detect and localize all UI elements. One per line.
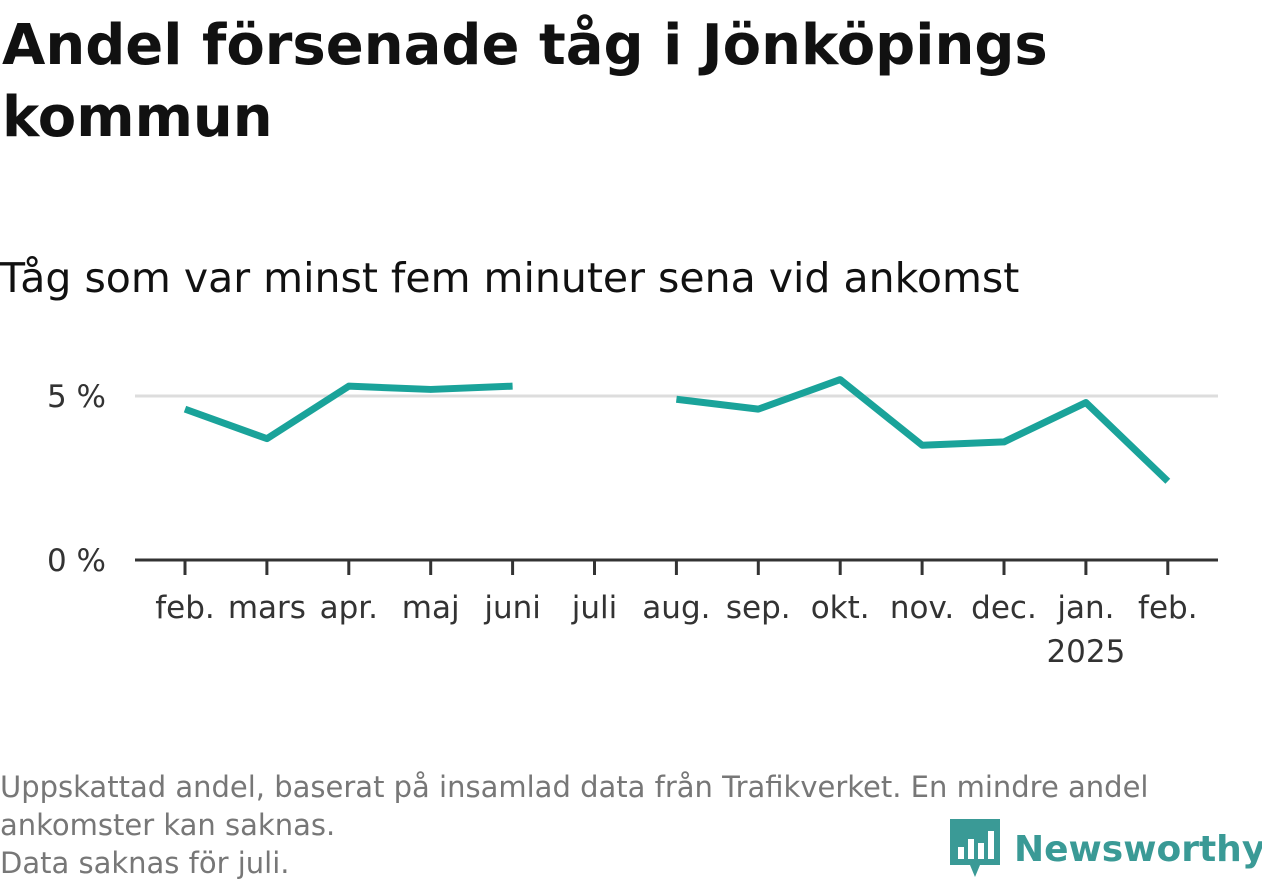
- x-tick-label: nov.: [890, 590, 954, 626]
- chart-title: Andel försenade tåg i Jönköpings kommun: [2, 10, 1202, 154]
- x-tick-label: apr.: [320, 590, 378, 626]
- x-tick-label: maj: [402, 590, 460, 626]
- y-tick-label: 0 %: [47, 543, 106, 579]
- y-tick-label: 5 %: [47, 379, 106, 415]
- x-tick-label: aug.: [642, 590, 710, 626]
- x-tick-label: feb.: [1138, 590, 1198, 626]
- x-tick-label: jan.: [1056, 590, 1114, 626]
- x-tick-label: juni: [483, 590, 541, 626]
- logo-text: Newsworthy: [1014, 829, 1262, 870]
- x-tick-label: dec.: [971, 590, 1037, 626]
- newsworthy-logo: Newsworthy: [950, 818, 1262, 880]
- x-tick-label: okt.: [811, 590, 870, 626]
- x-tick-label: mars: [228, 590, 306, 626]
- footnote-line-1: Uppskattad andel, baserat på insamlad da…: [0, 768, 1250, 806]
- series-line: [185, 386, 513, 438]
- x-tick-label: sep.: [726, 590, 791, 626]
- x-year-label: 2025: [1046, 634, 1125, 670]
- x-tick-label: juli: [571, 590, 618, 626]
- x-tick-label: feb.: [155, 590, 215, 626]
- bar-chart-speech-bubble-icon: [950, 819, 1000, 879]
- chart-subtitle: Tåg som var minst fem minuter sena vid a…: [0, 252, 1019, 304]
